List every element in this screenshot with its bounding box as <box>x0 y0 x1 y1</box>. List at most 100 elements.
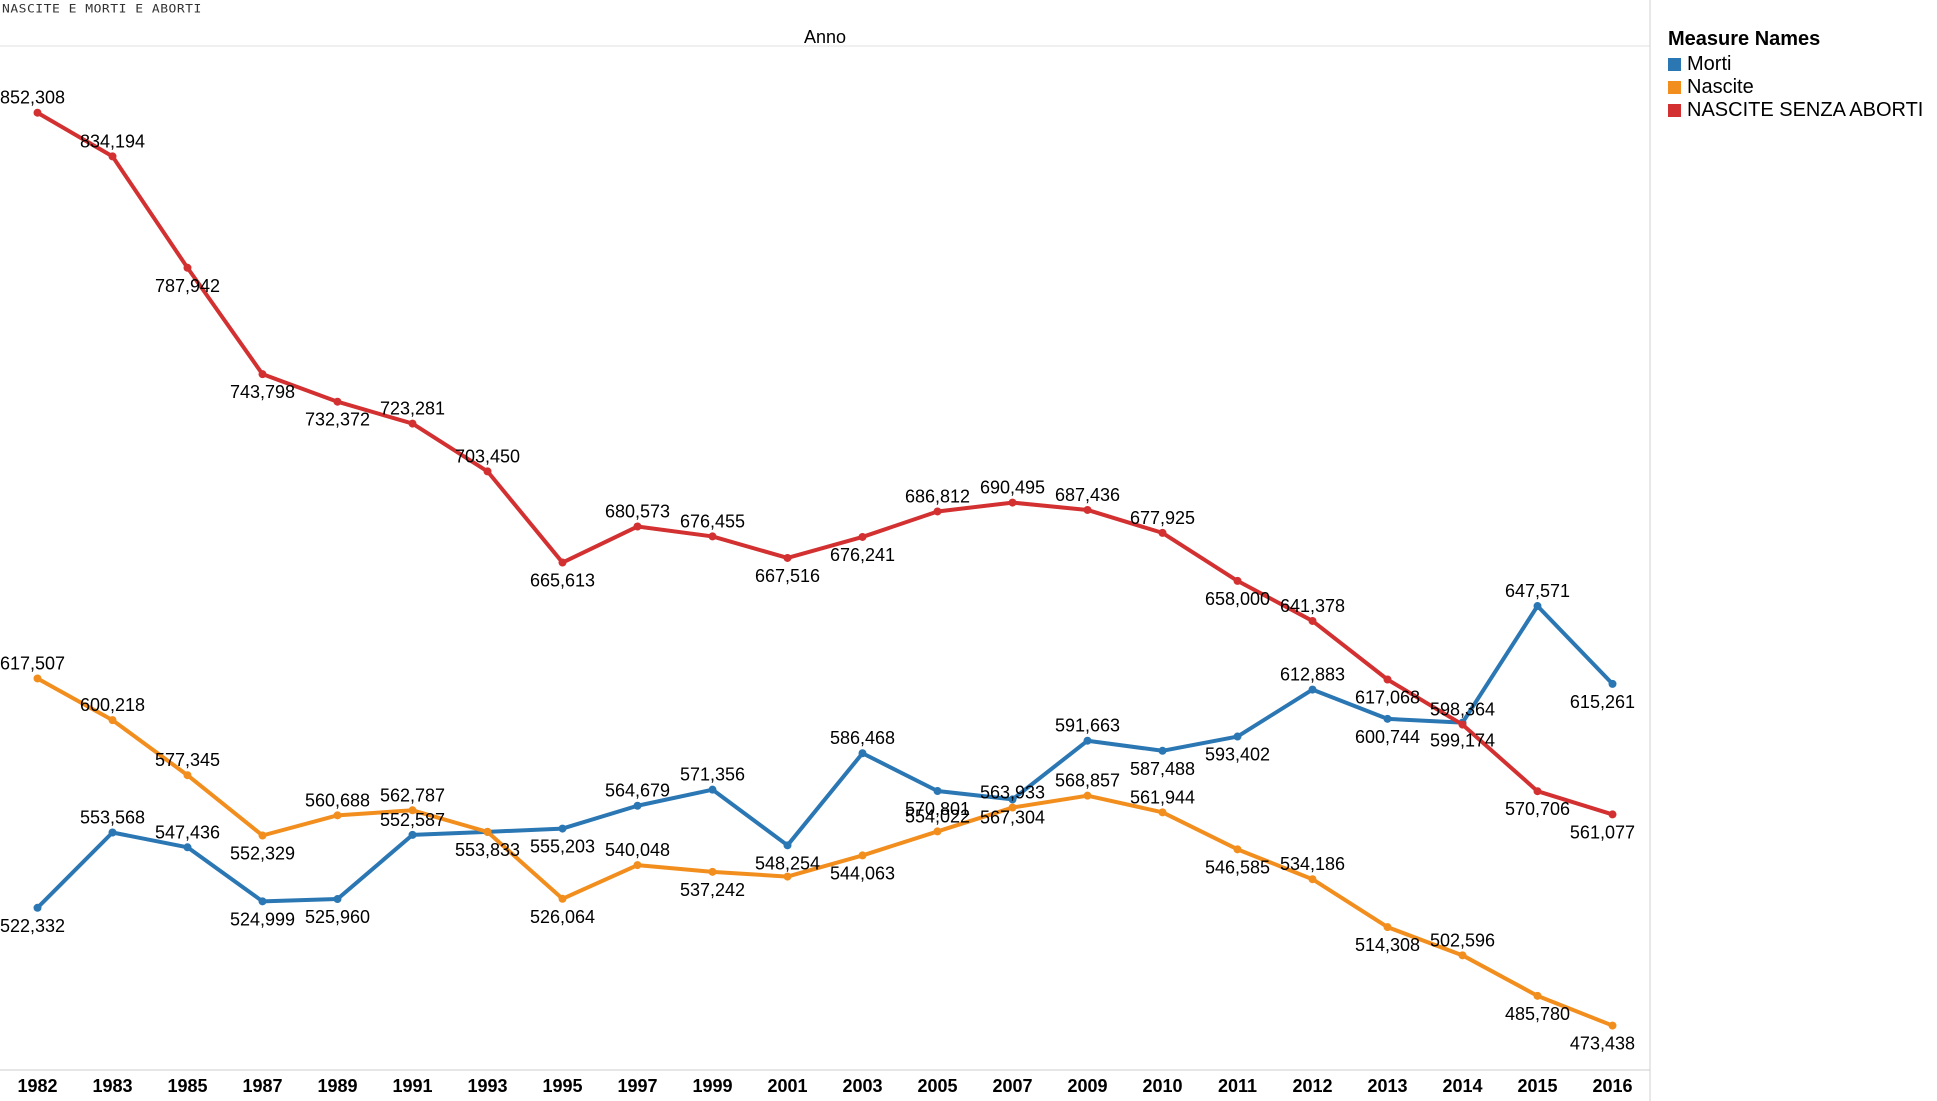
data-label-morti: 548,254 <box>755 853 820 873</box>
data-point-nascite[interactable] <box>1383 923 1392 932</box>
data-point-morti[interactable] <box>1158 746 1167 755</box>
data-point-morti[interactable] <box>1008 795 1017 804</box>
data-point-morti[interactable] <box>783 841 792 850</box>
data-label-nascite: 537,242 <box>680 880 745 900</box>
data-label-nascite-senza-aborti: 703,450 <box>455 446 520 466</box>
data-label-nascite-senza-aborti: 598,364 <box>1430 700 1495 720</box>
data-point-nascite-senza-aborti[interactable] <box>1083 505 1092 514</box>
data-label-nascite-senza-aborti: 680,573 <box>605 502 670 522</box>
legend-label: Nascite <box>1687 76 1754 98</box>
data-point-nascite-senza-aborti[interactable] <box>633 522 642 531</box>
data-point-nascite-senza-aborti[interactable] <box>333 397 342 406</box>
data-point-nascite-senza-aborti[interactable] <box>108 152 117 161</box>
data-label-nascite: 617,507 <box>0 653 65 673</box>
data-point-morti[interactable] <box>708 785 717 794</box>
data-label-morti: 552,587 <box>380 810 445 830</box>
data-label-nascite: 544,063 <box>830 863 895 883</box>
legend-items: Morti Nascite NASCITE SENZA ABORTI <box>1668 53 1923 122</box>
x-tick-label: 2012 <box>1292 1076 1332 1096</box>
data-point-morti[interactable] <box>1233 732 1242 741</box>
data-point-morti[interactable] <box>933 786 942 795</box>
series-line-nascite-senza-aborti[interactable] <box>36 110 1614 817</box>
data-point-morti[interactable] <box>333 895 342 904</box>
data-point-nascite[interactable] <box>183 771 192 780</box>
data-point-nascite-senza-aborti[interactable] <box>1458 720 1467 729</box>
data-point-morti[interactable] <box>1533 602 1542 611</box>
data-point-nascite[interactable] <box>1308 875 1317 884</box>
data-point-nascite[interactable] <box>483 827 492 836</box>
data-point-nascite-senza-aborti[interactable] <box>708 532 717 541</box>
data-point-nascite[interactable] <box>408 806 417 815</box>
data-point-nascite[interactable] <box>1008 803 1017 812</box>
data-point-nascite[interactable] <box>1233 845 1242 854</box>
data-point-nascite[interactable] <box>633 861 642 870</box>
data-point-nascite-senza-aborti[interactable] <box>183 263 192 272</box>
data-point-nascite[interactable] <box>1608 1021 1617 1030</box>
x-tick-label: 2015 <box>1517 1076 1557 1096</box>
data-label-morti: 547,436 <box>155 822 220 842</box>
data-point-nascite[interactable] <box>708 867 717 876</box>
data-point-nascite-senza-aborti[interactable] <box>933 507 942 516</box>
data-point-nascite-senza-aborti[interactable] <box>1383 675 1392 684</box>
data-point-nascite-senza-aborti[interactable] <box>408 419 417 428</box>
data-point-nascite[interactable] <box>258 831 267 840</box>
data-point-nascite-senza-aborti[interactable] <box>33 108 42 117</box>
data-label-morti: 524,999 <box>230 909 295 929</box>
x-tick-label: 1995 <box>542 1076 582 1096</box>
series-line-morti[interactable] <box>36 604 1614 910</box>
data-point-nascite[interactable] <box>108 716 117 725</box>
data-point-morti[interactable] <box>408 830 417 839</box>
legend-label: Morti <box>1687 53 1732 75</box>
data-point-morti[interactable] <box>108 828 117 837</box>
data-point-morti[interactable] <box>858 749 867 758</box>
data-point-nascite-senza-aborti[interactable] <box>483 467 492 476</box>
data-point-nascite-senza-aborti[interactable] <box>1308 616 1317 625</box>
x-tick-label: 1991 <box>392 1076 432 1096</box>
data-point-morti[interactable] <box>1383 714 1392 723</box>
x-tick-label: 2007 <box>992 1076 1032 1096</box>
data-point-morti[interactable] <box>33 903 42 912</box>
data-point-nascite[interactable] <box>1158 808 1167 817</box>
data-label-morti: 599,174 <box>1430 731 1495 751</box>
data-point-morti[interactable] <box>1608 679 1617 688</box>
data-point-morti[interactable] <box>1083 736 1092 745</box>
data-point-morti[interactable] <box>183 843 192 852</box>
data-point-nascite[interactable] <box>558 894 567 903</box>
data-point-nascite[interactable] <box>858 851 867 860</box>
data-point-nascite[interactable] <box>783 872 792 881</box>
data-point-nascite[interactable] <box>1533 991 1542 1000</box>
data-label-nascite: 540,048 <box>605 840 670 860</box>
data-label-nascite: 546,585 <box>1205 857 1270 877</box>
legend-item[interactable]: Morti <box>1668 53 1923 76</box>
data-point-nascite-senza-aborti[interactable] <box>858 532 867 541</box>
data-point-nascite[interactable] <box>1458 951 1467 960</box>
legend[interactable]: Measure Names Morti Nascite NASCITE SENZA … <box>1668 28 1923 122</box>
data-point-morti[interactable] <box>633 801 642 810</box>
data-point-nascite-senza-aborti[interactable] <box>1608 810 1617 819</box>
data-point-nascite-senza-aborti[interactable] <box>558 558 567 567</box>
data-point-morti[interactable] <box>558 824 567 833</box>
legend-label: NASCITE SENZA ABORTI <box>1687 99 1924 121</box>
legend-item[interactable]: Nascite <box>1668 76 1923 99</box>
data-point-morti[interactable] <box>258 897 267 906</box>
data-point-nascite-senza-aborti[interactable] <box>1233 576 1242 585</box>
series-line-nascite[interactable] <box>36 676 1614 1028</box>
data-label-morti: 525,960 <box>305 907 370 927</box>
data-point-morti[interactable] <box>1308 685 1317 694</box>
data-point-nascite-senza-aborti[interactable] <box>1008 498 1017 507</box>
x-tick-label: 2009 <box>1067 1076 1107 1096</box>
data-label-nascite: 561,944 <box>1130 787 1195 807</box>
data-point-nascite-senza-aborti[interactable] <box>1158 528 1167 537</box>
data-point-nascite[interactable] <box>1083 791 1092 800</box>
data-point-nascite[interactable] <box>33 674 42 683</box>
data-point-nascite[interactable] <box>333 811 342 820</box>
data-point-nascite-senza-aborti[interactable] <box>258 370 267 379</box>
x-tick-label: 2001 <box>767 1076 807 1096</box>
data-point-nascite-senza-aborti[interactable] <box>783 553 792 562</box>
data-point-nascite-senza-aborti[interactable] <box>1533 787 1542 796</box>
data-label-morti: 553,833 <box>455 840 520 860</box>
data-point-nascite[interactable] <box>933 827 942 836</box>
legend-item[interactable]: NASCITE SENZA ABORTI <box>1668 99 1923 122</box>
data-label-layer: 522,332 553,568 547,436 524,999 525,960 552,5… <box>0 88 1635 1054</box>
